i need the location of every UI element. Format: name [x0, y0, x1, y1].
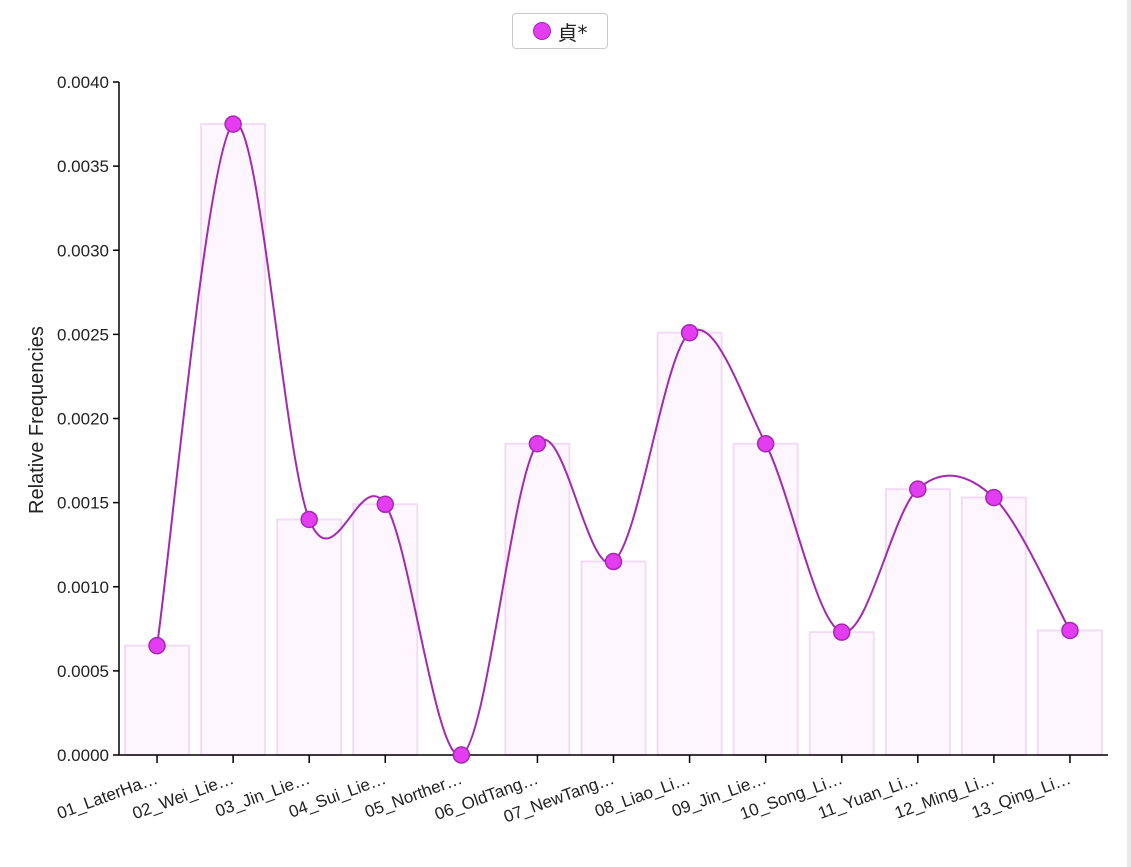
data-point[interactable] [604, 552, 623, 571]
y-tick-label: 0.0000 [57, 746, 109, 765]
bar[interactable] [276, 518, 343, 757]
bar[interactable] [1036, 629, 1103, 756]
window-edge [1127, 0, 1131, 867]
legend-label: 貞* [557, 20, 588, 45]
data-point[interactable] [756, 434, 775, 453]
data-point[interactable] [376, 495, 395, 514]
y-tick-label: 0.0030 [57, 241, 109, 260]
data-point[interactable] [680, 323, 699, 342]
bar[interactable] [352, 503, 419, 756]
data-point[interactable] [528, 434, 547, 453]
bar[interactable] [808, 631, 875, 756]
data-point[interactable] [148, 636, 166, 655]
data-point[interactable] [224, 115, 242, 133]
y-tick-label: 0.0040 [57, 73, 109, 92]
bar[interactable] [960, 496, 1027, 756]
bar[interactable] [732, 442, 799, 756]
legend[interactable]: 貞* [512, 13, 608, 49]
y-tick-label: 0.0005 [57, 662, 109, 681]
y-tick-label: 0.0015 [57, 494, 109, 513]
bar[interactable] [200, 123, 267, 756]
points-layer [148, 115, 1079, 764]
y-tick-label: 0.0025 [57, 325, 109, 344]
data-point[interactable] [452, 746, 471, 764]
y-tick-label: 0.0035 [57, 157, 109, 176]
bar[interactable] [124, 644, 191, 757]
legend-swatch [532, 22, 551, 40]
y-tick-label: 0.0020 [57, 410, 109, 429]
bar[interactable] [656, 331, 723, 756]
data-point[interactable] [1061, 621, 1079, 640]
bar[interactable] [884, 488, 951, 756]
data-point[interactable] [832, 623, 851, 641]
y-tick-label: 0.0010 [57, 578, 109, 597]
bar[interactable] [504, 442, 571, 756]
bar[interactable] [580, 560, 647, 757]
y-axis-label: Relative Frequencies [26, 326, 48, 514]
bars-layer [124, 123, 1103, 757]
data-point[interactable] [300, 510, 318, 529]
data-point[interactable] [909, 480, 927, 498]
data-point[interactable] [985, 488, 1003, 507]
